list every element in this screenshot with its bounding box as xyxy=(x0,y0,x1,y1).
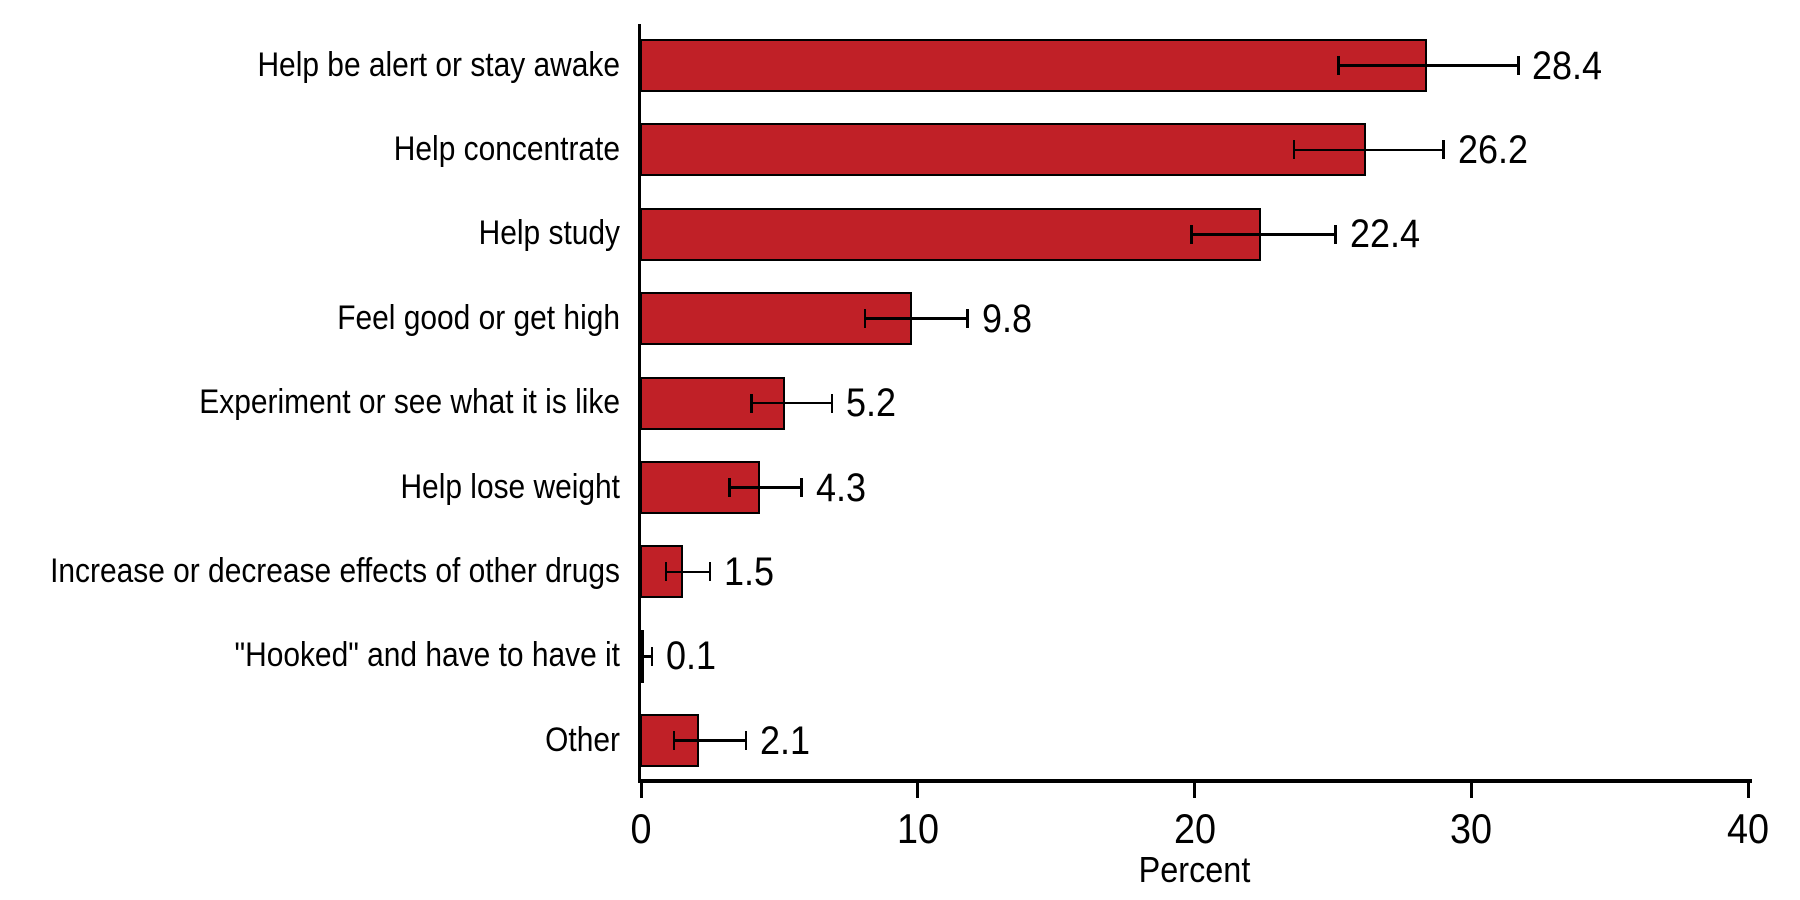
bar xyxy=(640,714,700,768)
error-bar-cap xyxy=(639,646,643,666)
error-bar-cap xyxy=(1517,56,1520,75)
error-bar-line xyxy=(865,317,968,320)
error-bar-cap xyxy=(800,478,803,497)
error-bar-line xyxy=(751,401,832,405)
value-label: 5.2 xyxy=(845,381,897,426)
error-bar-line xyxy=(1338,64,1519,67)
value-label: 9.8 xyxy=(981,296,1032,341)
error-bar-line xyxy=(665,570,711,574)
error-bar-cap xyxy=(1190,224,1193,244)
error-bar-cap xyxy=(1337,56,1340,75)
error-bar-cap xyxy=(1292,140,1296,160)
bar xyxy=(640,123,1367,177)
x-axis-line xyxy=(638,779,1752,783)
error-bar-cap xyxy=(744,731,748,751)
value-label: 4.3 xyxy=(815,465,866,510)
x-axis-tick-label: 0 xyxy=(630,805,652,852)
error-bar-cap xyxy=(750,393,753,413)
x-axis-tick xyxy=(1469,783,1473,798)
category-label: Help concentrate xyxy=(393,130,620,169)
value-label: 28.4 xyxy=(1532,43,1603,88)
error-bar-cap xyxy=(830,393,834,413)
value-label: 22.4 xyxy=(1349,212,1420,257)
category-label: Feel good or get high xyxy=(337,298,620,337)
bar xyxy=(640,39,1427,92)
x-axis-title: Percent xyxy=(1138,849,1251,890)
error-bar-cap xyxy=(728,478,731,497)
category-label: Help be alert or stay awake xyxy=(257,45,620,84)
error-bar-cap xyxy=(966,309,969,329)
category-label: Increase or decrease effects of other dr… xyxy=(50,552,620,591)
x-axis-tick xyxy=(1746,783,1750,798)
x-axis-tick-label: 40 xyxy=(1726,805,1770,852)
x-axis-tick-label: 30 xyxy=(1450,805,1493,852)
category-label: Help study xyxy=(478,214,620,253)
error-bar-cap xyxy=(708,562,712,582)
x-axis-tick xyxy=(639,783,643,798)
value-label: 0.1 xyxy=(666,634,717,679)
y-axis-line xyxy=(638,24,641,783)
value-label: 2.1 xyxy=(760,718,811,763)
category-label: "Hooked" and have to have it xyxy=(234,636,621,675)
category-label: Help lose weight xyxy=(400,467,620,506)
x-axis-tick-label: 10 xyxy=(896,805,939,852)
category-label: Other xyxy=(545,720,620,759)
error-bar-cap xyxy=(650,646,654,666)
error-bar-line xyxy=(1294,148,1444,152)
category-label: Experiment or see what it is like xyxy=(199,383,620,422)
x-axis-tick xyxy=(916,783,920,798)
error-bar-cap xyxy=(863,309,867,329)
error-bar-cap xyxy=(672,731,676,751)
bar xyxy=(640,376,785,430)
x-axis-tick-label: 20 xyxy=(1173,805,1216,852)
value-label: 26.2 xyxy=(1457,127,1528,172)
error-bar-line xyxy=(729,486,802,489)
x-axis-tick xyxy=(1193,783,1196,798)
error-bar-line xyxy=(641,655,653,658)
error-bar-line xyxy=(674,739,747,742)
error-bar-cap xyxy=(664,562,668,582)
value-label: 1.5 xyxy=(724,549,775,594)
error-bar-cap xyxy=(1442,140,1445,160)
error-bar-cap xyxy=(1334,224,1337,244)
bar xyxy=(640,207,1261,261)
error-bar-line xyxy=(1191,233,1336,236)
